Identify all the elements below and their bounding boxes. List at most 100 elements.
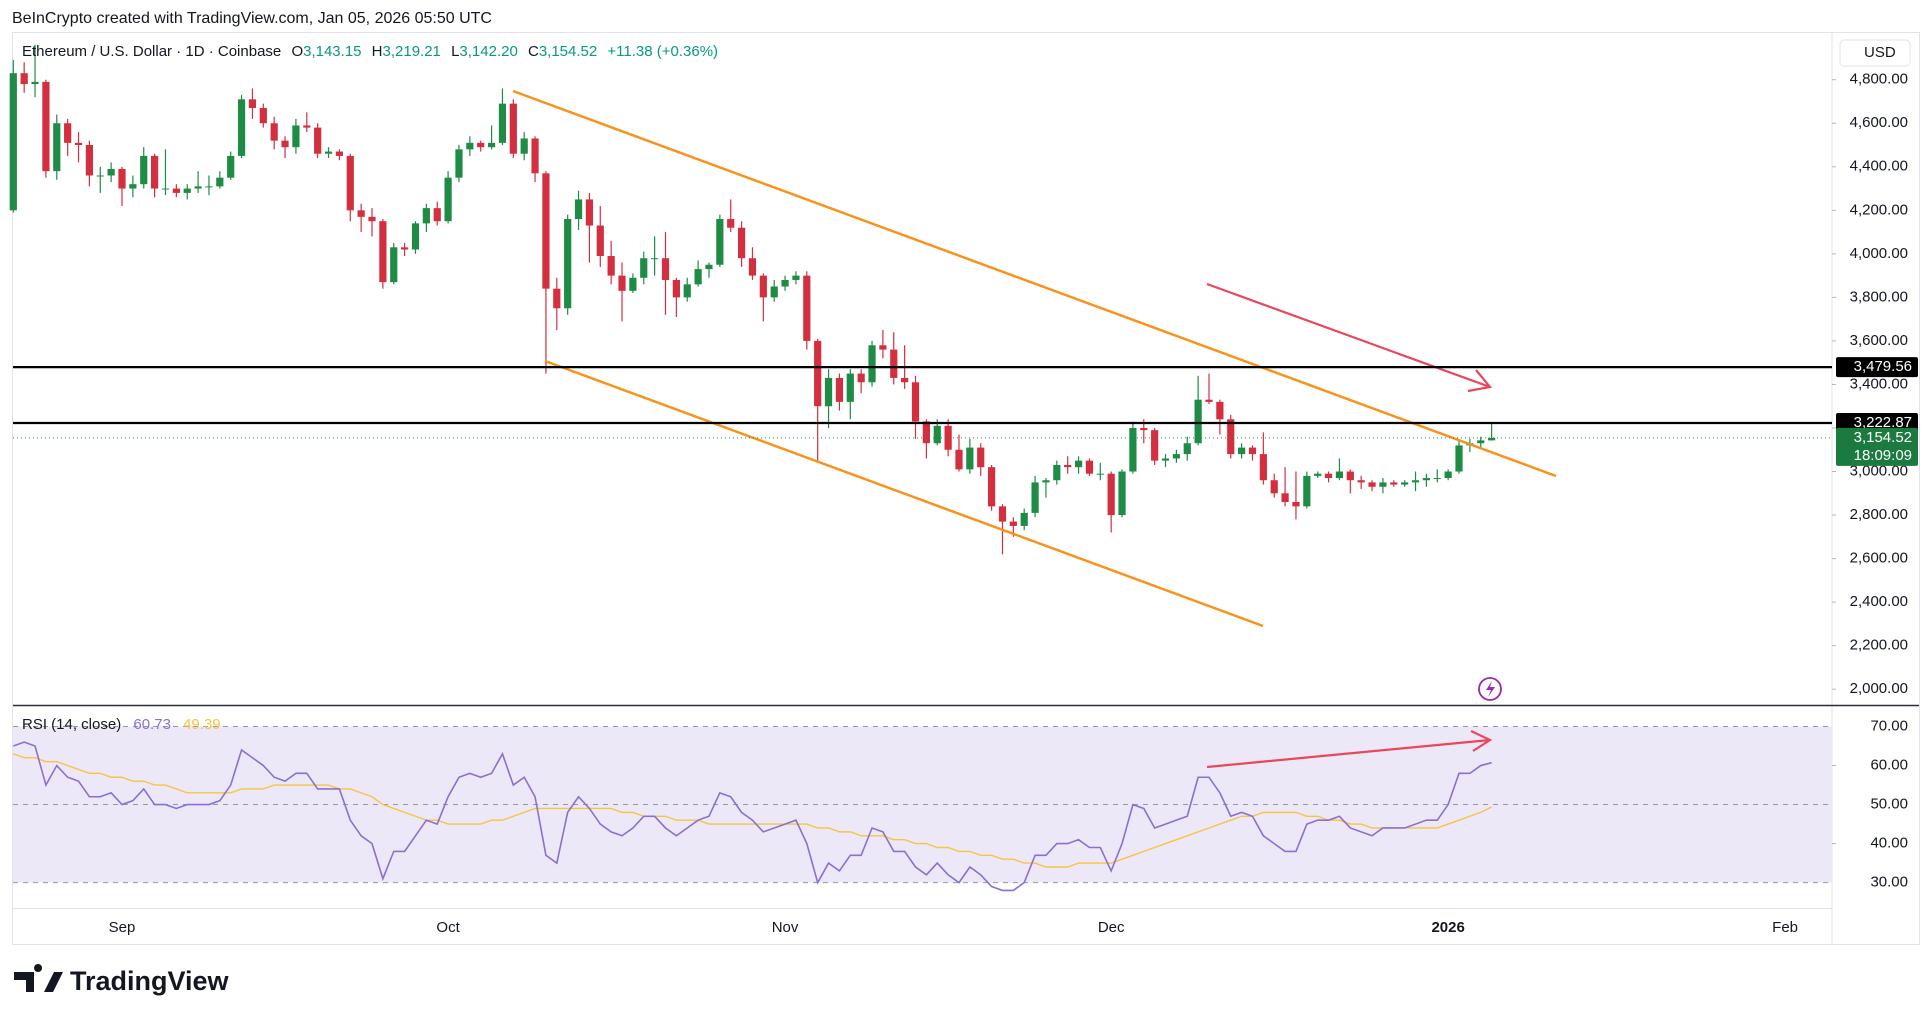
y-tick-label: 4,800.00 [1850,71,1908,88]
alert-bolt [1486,681,1495,697]
candle-body [585,199,594,226]
candle-body [1422,478,1430,481]
candle-body [1161,458,1170,461]
candle-body [716,219,724,265]
rsi-ma-line [13,753,1492,868]
candle-body [161,188,170,190]
candle-body [1151,430,1159,461]
candle-body [1227,419,1235,455]
candle-body [1379,482,1387,487]
y-tick-label: 4,400.00 [1850,158,1908,175]
candle-body [259,108,267,124]
candle-body [324,151,333,154]
candle-body [1335,471,1344,479]
candle-body [759,275,767,298]
candle-body [1205,399,1213,402]
candle-body [1433,478,1441,480]
candle-body [977,447,985,468]
candle-body [455,149,463,178]
candle-body [42,81,50,172]
currency: USD [1864,44,1896,61]
candle-body [1314,473,1322,476]
y-tick-label: 60.00 [1870,757,1908,774]
ohlc-letter: H [372,43,383,60]
candle-body [422,208,430,224]
candle-body [1281,493,1289,502]
ohlc-value: 3,219.21 [383,43,441,60]
candle-body [509,103,517,154]
candle-body [618,275,626,291]
candle-body [270,123,278,141]
candle-body [466,142,474,150]
x-tick-label: Nov [772,919,799,936]
channel-lower [544,359,1264,628]
candle-body [857,373,865,383]
candle-body [1411,480,1420,483]
symbol-legend: Ethereum / U.S. Dollar · 1D · Coinbase O… [22,43,718,60]
candle-body [346,155,354,211]
candle-body [933,425,941,444]
ohlc-letter: L [451,43,459,60]
candle-body [531,138,539,174]
candle-body [596,225,604,257]
candle-body [1401,482,1409,485]
candle-body [737,227,746,259]
candle-body [835,377,844,402]
candle-body [227,155,235,178]
candle-body [20,73,28,85]
candle-body [1259,454,1267,481]
y-tick-label: 2,400.00 [1850,593,1908,610]
candle-body [64,123,72,143]
candle-body [1248,447,1257,455]
candle-body [1096,473,1104,475]
ohlc-value: 3,143.15 [303,43,361,60]
y-tick-label: 2,600.00 [1850,550,1908,567]
candle-body [487,142,496,148]
y-tick-label: 2,200.00 [1850,637,1908,654]
candle-body [1064,464,1072,468]
candle-body [9,73,17,211]
candle-body [1009,521,1017,526]
y-tick-label: 30.00 [1870,874,1908,891]
annotation-arrow [1206,730,1493,769]
rsi-title: RSI (14, close) [22,716,121,733]
candle-body [998,506,1007,522]
candle-body [988,467,996,507]
y-tick-label: 3,000.00 [1850,462,1908,479]
candle-body [683,284,691,298]
ohlc-letter: O [291,43,303,60]
candle-body [911,382,920,422]
candle-body [542,173,550,289]
change: +11.38 (+0.36%) [607,43,718,60]
candle-body [629,277,637,291]
currency-button[interactable] [1839,39,1911,67]
candle-body [1129,427,1137,472]
y-tick-label: 40.00 [1870,835,1908,852]
candle-body [1324,473,1333,479]
candle-body [1194,399,1202,444]
ohlc-value: 3,154.52 [539,43,597,60]
candle-body [1238,447,1246,455]
rsi-line [13,741,1492,892]
y-tick-label: 2,000.00 [1850,680,1908,697]
candle-body [1053,464,1061,481]
candle-body [1031,482,1039,513]
candle-body [966,447,974,470]
level-label: 3,222.87 [1854,414,1912,431]
candle-body [824,377,833,407]
candle-body [314,127,322,154]
y-tick-label: 3,600.00 [1850,332,1908,349]
candle-body [1118,471,1126,516]
brand: TradingView [70,966,230,996]
last-price-box [1836,427,1918,466]
candle-body [520,138,528,154]
x-tick-label: Feb [1772,919,1798,936]
candle-body [401,247,409,250]
candle-body [1455,445,1463,472]
candle-body [901,377,909,383]
candle-body [553,288,561,309]
level-label-box [1836,357,1918,378]
candle-body [770,286,778,298]
candle-body [1216,401,1224,420]
